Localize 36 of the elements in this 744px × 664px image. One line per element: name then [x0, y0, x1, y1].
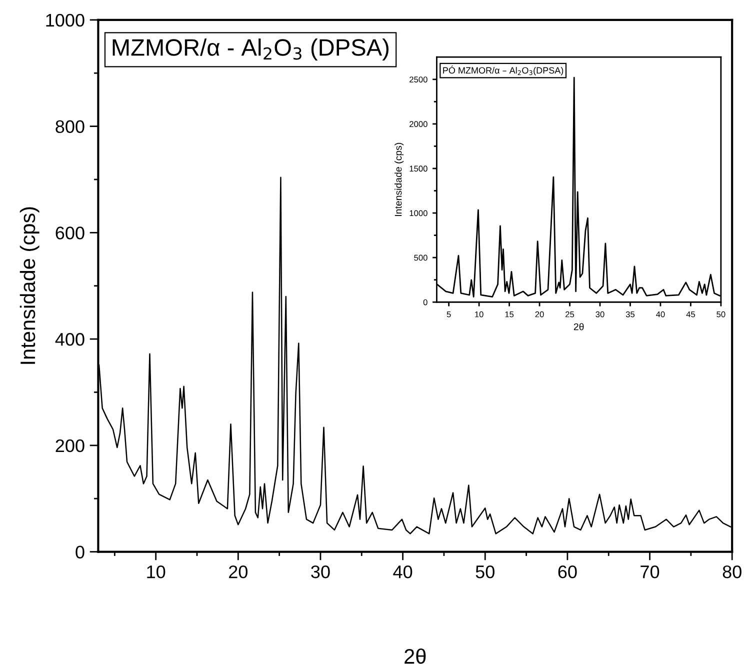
y-tick-label: 800 — [56, 120, 84, 134]
y-tick-label: 0 — [76, 546, 84, 559]
x-tick-label: 60 — [558, 565, 577, 578]
y-tick-label: 1000 — [410, 210, 428, 216]
y-axis-title: Intensidade (cps) — [20, 207, 40, 364]
x-tick-label: 40 — [656, 311, 665, 318]
x-tick-label: 25 — [566, 311, 574, 318]
y-tick-label: 400 — [55, 332, 84, 346]
x-tick-label: 15 — [505, 311, 514, 318]
x-axis-title: 2θ — [574, 323, 584, 330]
y-tick-label: 0 — [423, 299, 428, 306]
x-tick-label: 50 — [476, 565, 494, 578]
y-tick-label: 2000 — [410, 121, 428, 128]
y-tick-label: 1000 — [46, 14, 84, 27]
x-tick-label: 50 — [716, 311, 726, 318]
x-tick-label: 20 — [535, 311, 544, 318]
y-axis-title: Intensidade (cps) — [394, 142, 404, 216]
x-tick-label: 70 — [640, 565, 660, 578]
y-tick-label: 1500 — [410, 166, 428, 172]
x-tick-label: 5 — [446, 311, 451, 318]
x-tick-label: 20 — [229, 565, 248, 578]
x-tick-label: 10 — [147, 565, 166, 578]
text: MZMOR/α - Al$_{2}$O$_{3}$ (DPSA) — [112, 38, 389, 61]
y-tick-label: 200 — [56, 439, 84, 452]
x-tick-label: 35 — [626, 311, 635, 318]
y-tick-label: 2500 — [410, 76, 428, 82]
x-tick-label: 10 — [475, 311, 484, 318]
x-axis-title: 2θ — [404, 648, 426, 664]
x-tick-label: 45 — [686, 311, 695, 318]
x-tick-label: 40 — [393, 565, 412, 578]
x-tick-label: 30 — [311, 565, 330, 578]
text: PÓ MZMOR/α – Al$_{2}$O$_{3}$(DPSA) — [443, 66, 564, 76]
y-tick-label: 600 — [56, 226, 84, 240]
x-tick-label: 80 — [722, 565, 742, 578]
x-tick-label: 30 — [596, 311, 604, 318]
y-tick-label: 500 — [414, 254, 428, 261]
